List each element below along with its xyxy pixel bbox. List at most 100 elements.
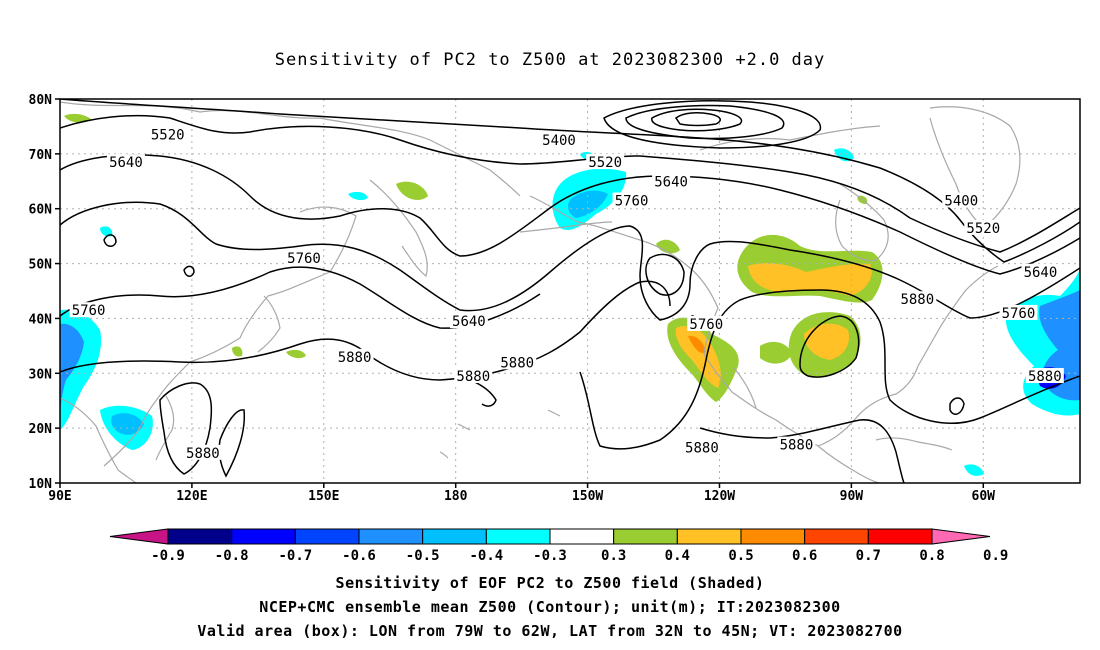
colorbar-label: 0.7 (856, 548, 881, 564)
contour-label: 5640 (452, 314, 486, 330)
contour-label: 5640 (1024, 265, 1058, 281)
contour-label-bg (687, 315, 726, 331)
shade-west-us-peak (688, 335, 706, 354)
plot-frame (59, 98, 1081, 484)
shade-small-5 (100, 226, 113, 237)
contour-label: 5880 (500, 355, 534, 371)
shade-small-3 (232, 346, 243, 357)
colorbar-label: 0.3 (601, 548, 626, 564)
coast-caribbean (875, 437, 953, 451)
contour-label-bg (106, 154, 145, 170)
contour-label-bg (942, 192, 981, 208)
colorbar-swatch (549, 528, 615, 545)
coast-aleutian (519, 221, 613, 233)
contour-label: 5760 (689, 317, 723, 333)
coast-baja (733, 367, 757, 409)
caption-contour: NCEP+CMC ensemble mean Z500 (Contour); u… (259, 598, 841, 616)
colorbar-label: -0.5 (406, 548, 440, 564)
shade-china-sea-core (111, 413, 144, 435)
shade-small-7 (964, 464, 984, 476)
contour-5880-gulf-loop (799, 315, 860, 378)
contour-label: 5880 (685, 440, 719, 456)
colorbar: -0.9 -0.8 -0.7 -0.6 -0.5 -0.4 -0.3 0.3 0.4 0.5 0.6… (109, 528, 1008, 564)
lat-label: 50N (29, 258, 53, 273)
coast-greenland (929, 106, 1021, 229)
shade-canada-core (748, 263, 872, 296)
coast-gulf (817, 365, 919, 447)
z500-contours (60, 99, 1080, 483)
contour-label-bg (898, 291, 937, 307)
colorbar-high-triangle (931, 528, 991, 545)
colorbar-swatch (231, 528, 296, 545)
colorbar-swatch (167, 528, 233, 545)
lon-label: 60W (972, 489, 996, 504)
contour-label-bg (777, 436, 816, 452)
contour-label: 5520 (588, 155, 622, 171)
lon-label: 90W (840, 489, 864, 504)
shade-alaska (656, 239, 680, 254)
contour-small-closed-1 (103, 234, 117, 247)
contour-5760-low (645, 253, 685, 296)
contour-label-bg (540, 132, 579, 148)
colorbar-low-triangle (109, 528, 169, 545)
contour-label: 5760 (1002, 306, 1036, 322)
lat-axis-labels: 80N 70N 60N 50N 40N 30N 20N 10N (29, 93, 60, 492)
contour-5400-low-mid (625, 104, 785, 140)
colorbar-label: 0.9 (983, 548, 1008, 564)
colorbar-swatch (422, 528, 487, 545)
coast-na-east (917, 265, 999, 367)
coast-na-west (703, 307, 819, 447)
contour-5760-west (60, 201, 1080, 321)
contour-label: 5640 (654, 174, 688, 190)
lon-label: 120E (176, 489, 207, 504)
plot-title: Sensitivity of PC2 to Z500 at 2023082300… (274, 50, 826, 70)
colorbar-label: 0.4 (665, 548, 690, 564)
contour-label-bg (612, 192, 651, 208)
shade-west-pacific-core (60, 323, 84, 418)
contour-label-bg (498, 354, 537, 370)
lon-label: 180 (444, 489, 468, 504)
lat-label: 10N (29, 477, 53, 492)
contour-label: 5880 (186, 446, 220, 462)
colorbar-label: -0.8 (215, 548, 249, 564)
contour-label: 5400 (542, 133, 576, 149)
contour-5400-low-inner (651, 108, 743, 132)
coast-central-am (817, 445, 881, 483)
coast-india-seasia (60, 397, 137, 483)
coast-hudson (835, 183, 889, 261)
contour-label: 5520 (966, 221, 1000, 237)
contour-label-bg (454, 368, 493, 384)
coast-islands-pacific (439, 409, 561, 459)
shade-bering-core (568, 190, 608, 218)
caption-valid-area: Valid area (box): LON from 79W to 62W, L… (197, 622, 903, 640)
colorbar-swatch (294, 528, 360, 545)
colorbar-swatch (358, 528, 424, 545)
lon-axis-labels: 90E 120E 150E 180 150W 120W 90W 60W (48, 483, 995, 504)
shade-west-us-core (675, 326, 721, 388)
shade-siberia (396, 181, 428, 200)
contour-label-bg (1021, 263, 1060, 279)
contour-5400-low-core (674, 112, 721, 127)
contour-label: 5760 (72, 303, 106, 319)
contour-label: 5880 (1028, 369, 1062, 385)
contour-label: 5520 (151, 128, 185, 144)
contour-label-bg (964, 219, 1003, 235)
contour-label: 5640 (109, 155, 143, 171)
contour-5520 (60, 114, 1080, 253)
coast-japan (257, 295, 281, 353)
contour-5880-pacific-sub2 (218, 409, 246, 478)
contour-label: 5760 (287, 251, 321, 267)
colorbar-label: 0.8 (919, 548, 944, 564)
contour-label: 5880 (900, 292, 934, 308)
coast-arctic-islands (699, 125, 881, 151)
contour-label-bg (652, 173, 691, 189)
contour-label-bg (69, 302, 108, 318)
colorbar-swatch (485, 528, 551, 545)
contour-label: 5760 (615, 193, 649, 209)
colorbar-label: 0.5 (728, 548, 753, 564)
colorbar-label: -0.4 (469, 548, 503, 564)
lon-label: 120W (704, 489, 735, 504)
colorbar-label: -0.7 (278, 548, 312, 564)
contour-label: 5880 (338, 350, 372, 366)
